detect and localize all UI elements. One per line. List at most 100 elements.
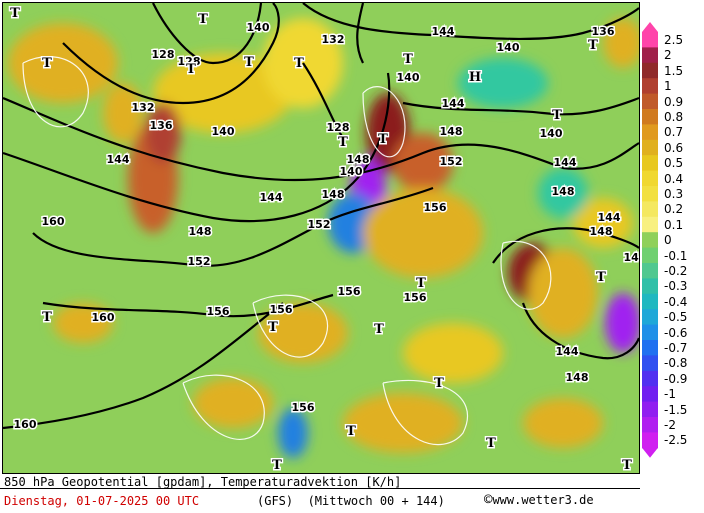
legend-label: 0.5 [664, 156, 684, 171]
low-pressure-marker: T [486, 436, 496, 451]
legend-swatch [642, 170, 658, 187]
low-pressure-marker: T [186, 62, 196, 77]
low-pressure-marker: T [244, 55, 254, 70]
legend-top-arrow [642, 22, 658, 32]
legend-label: -0.2 [664, 264, 688, 278]
legend-swatch [642, 309, 658, 326]
contour-label: 148 [347, 153, 370, 166]
contour-label: 156 [338, 285, 361, 298]
legend-label: -0.9 [664, 371, 688, 386]
legend-swatch [642, 278, 658, 295]
low-pressure-marker: T [374, 322, 384, 337]
credit-url: www.wetter3.de [492, 493, 594, 507]
contour-label: 152 [188, 255, 211, 268]
low-pressure-marker: T [434, 376, 444, 391]
legend-label: 0 [664, 233, 672, 248]
legend-swatch [642, 32, 658, 48]
legend-swatch [642, 109, 658, 125]
legend-swatch [642, 386, 658, 403]
legend-swatch [642, 78, 658, 95]
legend-swatch [642, 355, 658, 372]
contour-label: 128 [152, 48, 175, 61]
legend-swatch [642, 293, 658, 310]
legend-swatch [642, 340, 658, 356]
low-pressure-marker: T [338, 135, 348, 150]
contour-label: 160 [92, 311, 115, 324]
legend-swatch [642, 370, 658, 387]
low-pressure-marker: T [198, 12, 208, 27]
credit: ©www.wetter3.de [484, 492, 594, 508]
legend-label: 0.4 [664, 171, 684, 186]
contour-label: 156 [404, 291, 427, 304]
low-pressure-marker: T [552, 108, 562, 123]
contour-label: 132 [132, 101, 155, 114]
contour-label: 148 [322, 188, 345, 201]
contour-label: 140 [212, 125, 235, 138]
low-pressure-marker: T [42, 310, 52, 325]
contour-label: 148 [440, 125, 463, 138]
contour-label: 156 [424, 201, 447, 214]
forecast-step: (Mittwoch 00 + 144) [307, 494, 445, 508]
legend-label: 1.5 [664, 63, 684, 78]
legend-swatch [642, 124, 658, 141]
legend-bottom-arrow [642, 447, 658, 458]
contour-label: 156 [270, 303, 293, 316]
legend-label: -1.5 [664, 402, 688, 417]
contour-label: 152 [440, 155, 463, 168]
copyright-icon: © [484, 492, 493, 508]
contour-label: 144 [442, 97, 465, 110]
legend-swatch [642, 417, 658, 433]
footer-divider [0, 488, 640, 489]
legend-label: 2 [664, 48, 672, 63]
contour-label: 148 [590, 225, 613, 238]
legend-label: 0.2 [664, 202, 684, 217]
legend-label: 0.8 [664, 110, 684, 124]
legend-label: 0.9 [664, 94, 684, 109]
contour-label: 140 [247, 21, 270, 34]
legend-label: -0.4 [664, 294, 688, 309]
legend-label: 0.1 [664, 217, 684, 232]
legend-swatch [642, 432, 658, 449]
low-pressure-marker: T [346, 424, 356, 439]
contour-label: 144 [598, 211, 621, 224]
legend-swatch [642, 216, 658, 233]
contour-label: 144 [556, 345, 579, 358]
legend-swatch [642, 232, 658, 249]
legend-label: -2 [664, 418, 676, 432]
low-pressure-marker: T [596, 270, 606, 285]
contour-label: 156 [292, 401, 315, 414]
legend-label: -0.6 [664, 325, 688, 340]
contour-label: 140 [497, 41, 520, 54]
legend-swatch [642, 247, 658, 264]
legend-swatch [642, 62, 658, 79]
contour-label: 140 [340, 165, 363, 178]
low-pressure-marker: T [272, 458, 282, 473]
legend-label: -2.5 [664, 433, 688, 448]
contour-label: 136 [592, 25, 615, 38]
color-legend: 2.5 2 1.5 1 0.9 0.8 0.7 0.6 0.5 0.4 0.3 0.2 0.1 0 -0.1… [640, 22, 704, 462]
contour-label: 140 [540, 127, 563, 140]
geopotential-contours [3, 3, 639, 430]
contour-label: 136 [150, 119, 173, 132]
low-pressure-marker: T [588, 38, 598, 53]
warm-isolines [22, 56, 552, 446]
low-pressure-marker: T [268, 320, 278, 335]
map-footer: 850 hPa Geopotential [gpdam], Temperatur… [0, 472, 640, 513]
contour-label: 148 [566, 371, 589, 384]
contour-label: 140 [397, 71, 420, 84]
legend-label: 1 [664, 79, 672, 94]
run-date: Dienstag, 01-07-2025 00 UTC [4, 494, 200, 508]
legend-label: -1 [664, 387, 676, 402]
legend-label: 0.3 [664, 187, 684, 201]
pressure-centers: T T T T T T T H T T T T T T T T T T T T T T [9, 5, 634, 474]
contour-label: 160 [42, 215, 65, 228]
legend-label: 0.6 [664, 140, 684, 155]
legend-label: -0.3 [664, 279, 688, 294]
low-pressure-marker: T [378, 132, 388, 147]
legend-label: 2.5 [664, 33, 684, 47]
contour-label: 144 [624, 251, 639, 264]
legend-swatch [642, 155, 658, 172]
contour-label: 148 [189, 225, 212, 238]
model-forecast: (GFS) (Mittwoch 00 + 144) [257, 494, 445, 508]
